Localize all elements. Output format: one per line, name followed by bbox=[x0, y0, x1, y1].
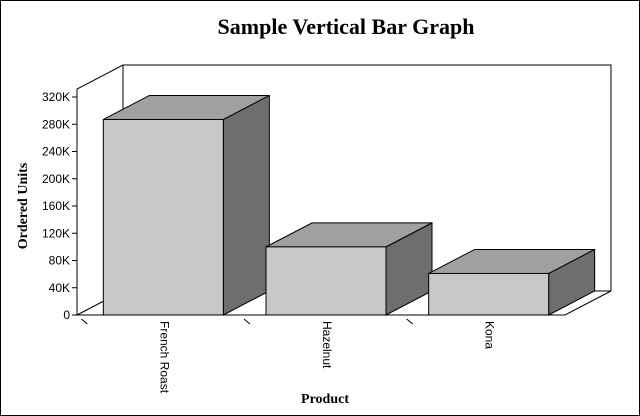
x-axis-title: Product bbox=[301, 392, 349, 407]
bar-front-face bbox=[102, 118, 224, 316]
bars bbox=[102, 94, 596, 316]
x-axis-categories: French Roast Hazelnut Kona bbox=[81, 318, 497, 394]
bar-front-face bbox=[428, 272, 550, 316]
x-tick-mark bbox=[81, 318, 88, 325]
y-tick-label: 160K bbox=[42, 199, 70, 213]
x-category-label: Hazelnut bbox=[320, 321, 334, 369]
y-tick-label: 80K bbox=[49, 254, 70, 268]
x-category-label: French Roast bbox=[157, 321, 171, 394]
bar bbox=[428, 248, 596, 316]
y-tick-label: 280K bbox=[42, 117, 70, 131]
y-tick-label: 40K bbox=[49, 281, 70, 295]
x-tick-mark bbox=[406, 318, 413, 325]
y-axis-title: Ordered Units bbox=[16, 162, 31, 249]
y-tick-label: 200K bbox=[42, 172, 70, 186]
y-tick-label: 0 bbox=[63, 308, 70, 322]
y-tick-label: 120K bbox=[42, 226, 70, 240]
bar bbox=[102, 94, 270, 316]
bar-front-face bbox=[265, 246, 387, 316]
y-tick-label: 240K bbox=[42, 145, 70, 159]
bar bbox=[265, 222, 433, 316]
y-tick-label: 320K bbox=[42, 90, 70, 104]
floor-front-edge bbox=[77, 290, 612, 316]
x-category-label: Kona bbox=[483, 321, 497, 349]
bar-side-face bbox=[222, 94, 270, 316]
x-tick-mark bbox=[243, 318, 251, 325]
chart-title: Sample Vertical Bar Graph bbox=[218, 14, 475, 39]
y-axis-ticks: 0 40K 80K 120K 160K 200K 240K 280K 320K bbox=[42, 90, 77, 322]
